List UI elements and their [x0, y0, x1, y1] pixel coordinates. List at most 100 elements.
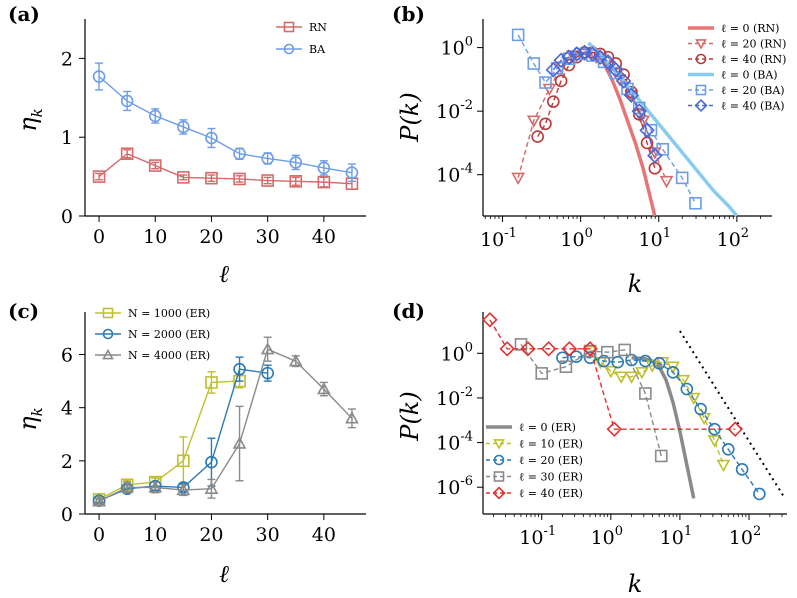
y-tick-label: 10-2 — [436, 98, 473, 123]
y-tick-label: 100 — [441, 35, 473, 60]
legend-marker — [694, 98, 708, 113]
data-point — [615, 73, 632, 89]
data-point — [345, 166, 359, 179]
data-point — [205, 131, 218, 145]
data-point — [561, 49, 577, 65]
data-point — [639, 122, 655, 138]
legend-marker — [493, 439, 505, 450]
panel-label: (d) — [392, 299, 425, 323]
data-point — [625, 353, 638, 367]
legend-marker — [492, 486, 506, 500]
data-point — [177, 171, 190, 184]
x-tick-label: 102 — [729, 524, 761, 549]
data-point — [561, 341, 578, 357]
data-point — [601, 345, 614, 359]
data-point — [233, 172, 246, 186]
series — [587, 41, 739, 218]
y-tick-label: 2 — [61, 451, 73, 473]
data-point — [635, 367, 649, 380]
data-point — [583, 344, 597, 358]
legend-label: ℓ = 20 (ER) — [519, 454, 583, 467]
y-tick-label: 100 — [441, 340, 473, 365]
data-point — [753, 487, 766, 501]
x-axis-label: k — [628, 570, 643, 598]
data-point — [177, 120, 190, 134]
data-point — [676, 374, 691, 388]
data-point — [582, 341, 598, 357]
data-point — [482, 312, 498, 328]
data-point — [520, 341, 536, 357]
series-line — [98, 348, 353, 502]
data-point — [639, 354, 652, 368]
data-point — [652, 357, 666, 370]
x-tick-label: 10 — [143, 226, 167, 248]
legend-label: ℓ = 40 (ER) — [519, 487, 583, 500]
series — [92, 371, 246, 506]
y-tick-label: 4 — [61, 398, 73, 420]
y-axis-label: P(k) — [396, 92, 424, 142]
legend-marker — [283, 43, 295, 55]
svg-text:P(k): P(k) — [396, 92, 424, 142]
x-tick-label: 10 — [143, 524, 167, 546]
x-tick-label: 0 — [93, 524, 105, 546]
data-point — [120, 147, 134, 161]
series-line — [587, 41, 739, 218]
data-point — [694, 402, 707, 416]
series — [556, 350, 766, 501]
series-line — [631, 356, 696, 499]
legend-label: ℓ = 30 (ER) — [519, 471, 583, 484]
series — [92, 336, 359, 507]
data-point — [559, 360, 573, 373]
legend-label: ℓ = 20 (RN) — [721, 38, 786, 51]
svg-text:P(k): P(k) — [396, 391, 424, 441]
series-line — [562, 355, 760, 495]
data-point — [526, 115, 541, 128]
series — [511, 28, 702, 210]
legend-label: ℓ = 0 (BA) — [721, 69, 778, 82]
data-point — [317, 161, 331, 175]
x-tick-label: 30 — [256, 524, 280, 546]
data-point — [644, 123, 658, 137]
data-point — [556, 351, 569, 365]
series — [545, 44, 663, 164]
x-axis-label: k — [628, 270, 643, 298]
data-point — [721, 442, 735, 456]
series — [511, 48, 674, 189]
y-tick-label: 1 — [61, 127, 73, 149]
x-tick-label: 40 — [312, 524, 336, 546]
series-line — [489, 319, 736, 430]
legend: ℓ = 0 (ER) ℓ = 10 (ER) ℓ = 20 (ER) ℓ = 30 (… — [486, 421, 583, 500]
y-tick-label: 10-4 — [436, 162, 473, 187]
data-point — [531, 130, 544, 143]
legend-label: BA — [309, 43, 326, 56]
data-point — [648, 162, 662, 175]
data-point — [539, 117, 552, 131]
data-point — [233, 362, 246, 376]
y-tick-label: 0 — [61, 504, 73, 526]
data-point — [608, 62, 624, 78]
data-point — [205, 376, 218, 389]
data-point — [499, 341, 515, 357]
x-tick-label: 20 — [199, 226, 223, 248]
data-point — [639, 387, 652, 400]
legend-marker — [283, 21, 295, 33]
data-point — [345, 411, 359, 424]
legend-label: ℓ = 0 (RN) — [721, 22, 779, 35]
data-point — [656, 142, 669, 156]
data-point — [148, 159, 162, 172]
data-point — [120, 480, 135, 493]
data-point — [583, 351, 597, 365]
y-axis-label: ηk — [14, 407, 46, 430]
data-point — [689, 196, 702, 210]
data-point — [659, 175, 674, 189]
x-tick-label: 40 — [312, 226, 336, 248]
data-point — [603, 365, 618, 379]
data-point — [675, 171, 689, 185]
data-point — [205, 171, 218, 185]
panel-label: (a) — [8, 2, 40, 26]
y-tick-label: 10-2 — [436, 385, 473, 410]
data-point — [120, 94, 134, 108]
y-tick-label: 6 — [61, 345, 73, 367]
data-point — [592, 49, 608, 65]
